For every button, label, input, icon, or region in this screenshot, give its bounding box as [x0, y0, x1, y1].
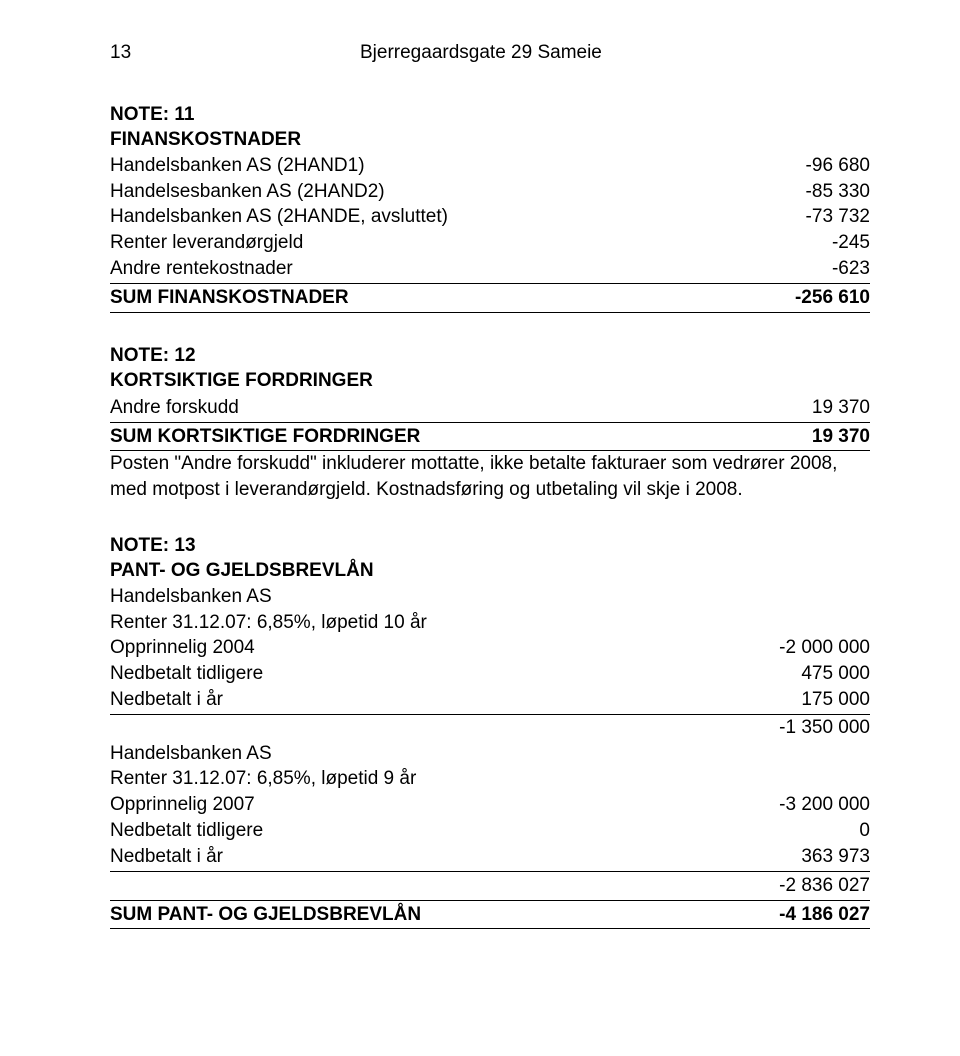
page-number: 13 [110, 40, 360, 66]
note11-row: Handelsbanken AS (2HAND1) -96 680 [110, 153, 870, 179]
note11-row-value: -85 330 [770, 179, 870, 205]
note11-row: Handelsbanken AS (2HANDE, avsluttet) -73… [110, 204, 870, 230]
page-header: 13 Bjerregaardsgate 29 Sameie [110, 40, 870, 66]
loan1-row-value: 175 000 [770, 687, 870, 713]
loan2-row: Opprinnelig 2007 -3 200 000 [110, 792, 870, 818]
note11-row-label: Andre rentekostnader [110, 256, 770, 282]
loan2-bank: Handelsbanken AS [110, 741, 870, 767]
loan2-row: Nedbetalt tidligere 0 [110, 818, 870, 844]
note12-sum-label: SUM KORTSIKTIGE FORDRINGER [110, 424, 770, 450]
loan2-row-label: Nedbetalt i år [110, 844, 770, 870]
loan2-row-label: Nedbetalt tidligere [110, 818, 770, 844]
note12-title: KORTSIKTIGE FORDRINGER [110, 368, 870, 394]
note11-row-value: -96 680 [770, 153, 870, 179]
note12-sum-value: 19 370 [770, 424, 870, 450]
loan1-subtotal-value: -1 350 000 [770, 715, 870, 741]
loan1-row: Nedbetalt tidligere 475 000 [110, 661, 870, 687]
loan1-row-label: Nedbetalt i år [110, 687, 770, 713]
loan2-subtotal: -2 836 027 [110, 873, 870, 901]
note11-row-value: -623 [770, 256, 870, 282]
loan1-row-value: -2 000 000 [770, 635, 870, 661]
loan2-row: Nedbetalt i år 363 973 [110, 844, 870, 872]
loan1-row-label: Opprinnelig 2004 [110, 635, 770, 661]
note11-row-label: Handelsbanken AS (2HAND1) [110, 153, 770, 179]
loan2-subtotal-value: -2 836 027 [770, 873, 870, 899]
loan1-row: Nedbetalt i år 175 000 [110, 687, 870, 715]
note11-title: FINANSKOSTNADER [110, 127, 870, 153]
note11-row-value: -73 732 [770, 204, 870, 230]
note13-heading: NOTE: 13 [110, 533, 870, 559]
loan2-terms: Renter 31.12.07: 6,85%, løpetid 9 år [110, 766, 870, 792]
note12-row: Andre forskudd 19 370 [110, 395, 870, 423]
note12-sum: SUM KORTSIKTIGE FORDRINGER 19 370 [110, 424, 870, 452]
note11-row-label: Handelsbanken AS (2HANDE, avsluttet) [110, 204, 770, 230]
note11-row-value: -245 [770, 230, 870, 256]
note12-row-value: 19 370 [770, 395, 870, 421]
note13-sum: SUM PANT- OG GJELDSBREVLÅN -4 186 027 [110, 902, 870, 930]
loan1-terms: Renter 31.12.07: 6,85%, løpetid 10 år [110, 610, 870, 636]
company-name: Bjerregaardsgate 29 Sameie [360, 40, 602, 66]
note13-sum-label: SUM PANT- OG GJELDSBREVLÅN [110, 902, 770, 928]
loan2-row-value: -3 200 000 [770, 792, 870, 818]
note13-sum-value: -4 186 027 [770, 902, 870, 928]
note11-row: Renter leverandørgjeld -245 [110, 230, 870, 256]
note12-description-line1: Posten "Andre forskudd" inkluderer motta… [110, 451, 870, 477]
loan1-bank: Handelsbanken AS [110, 584, 870, 610]
note11-sum-value: -256 610 [770, 285, 870, 311]
loan1-subtotal: -1 350 000 [110, 715, 870, 741]
loan2-row-value: 363 973 [770, 844, 870, 870]
note12-description-line2: med motpost i leverandørgjeld. Kostnadsf… [110, 477, 870, 503]
note11-row-label: Renter leverandørgjeld [110, 230, 770, 256]
loan1-row: Opprinnelig 2004 -2 000 000 [110, 635, 870, 661]
note11-row-label: Handelsesbanken AS (2HAND2) [110, 179, 770, 205]
note11-sum: SUM FINANSKOSTNADER -256 610 [110, 285, 870, 313]
note12-row-label: Andre forskudd [110, 395, 770, 421]
loan1-row-value: 475 000 [770, 661, 870, 687]
note13-title: PANT- OG GJELDSBREVLÅN [110, 558, 870, 584]
note11-sum-label: SUM FINANSKOSTNADER [110, 285, 770, 311]
note12-heading: NOTE: 12 [110, 343, 870, 369]
loan2-row-value: 0 [770, 818, 870, 844]
loan2-row-label: Opprinnelig 2007 [110, 792, 770, 818]
note11-row: Handelsesbanken AS (2HAND2) -85 330 [110, 179, 870, 205]
loan1-row-label: Nedbetalt tidligere [110, 661, 770, 687]
note11-heading: NOTE: 11 [110, 102, 870, 128]
note11-row: Andre rentekostnader -623 [110, 256, 870, 284]
